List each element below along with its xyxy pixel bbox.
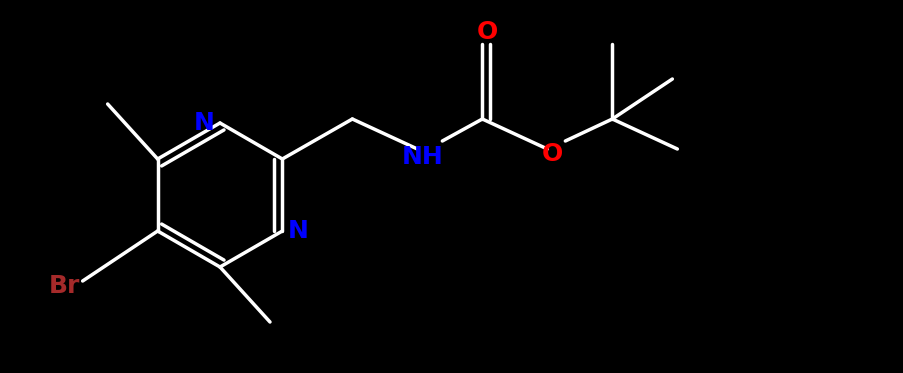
Text: Br: Br [49, 274, 80, 298]
Text: O: O [541, 142, 563, 166]
Text: N: N [193, 111, 214, 135]
Text: NH: NH [401, 145, 442, 169]
Text: N: N [287, 219, 309, 243]
Text: O: O [476, 20, 498, 44]
